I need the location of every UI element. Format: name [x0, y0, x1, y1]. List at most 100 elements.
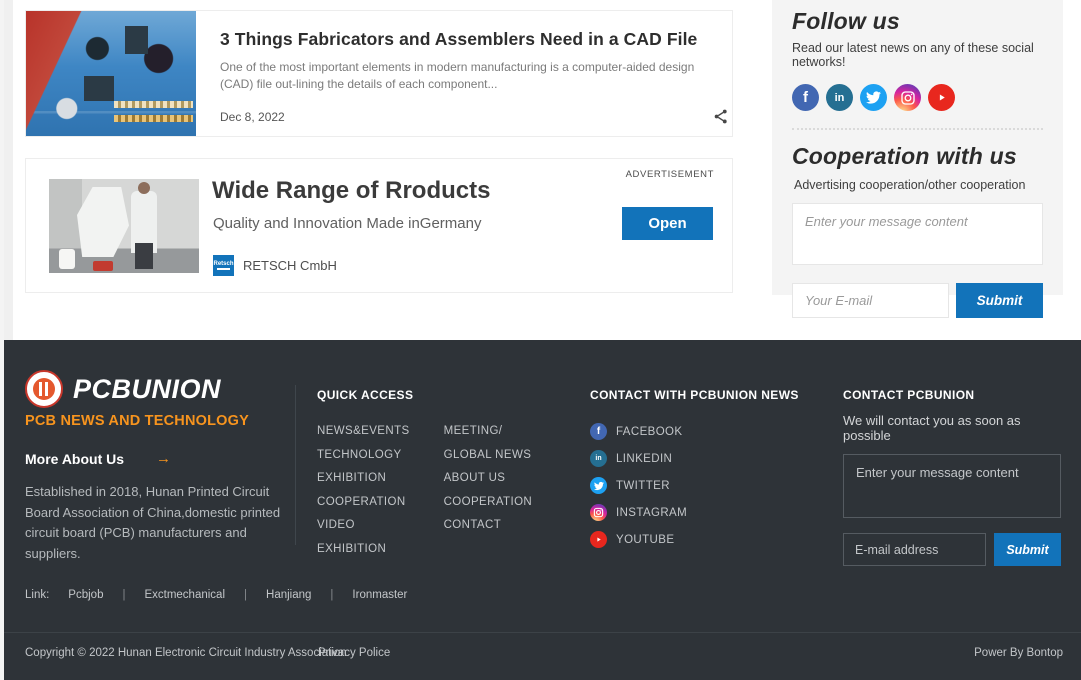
footer-social-instagram[interactable]: INSTAGRAM: [590, 504, 799, 521]
thumb-decoration: [135, 243, 153, 269]
article-card[interactable]: 3 Things Fabricators and Assemblers Need…: [25, 10, 733, 137]
cooperation-submit-button[interactable]: Submit: [956, 283, 1043, 318]
ad-advertiser-name: RETSCH CmbH: [243, 258, 337, 273]
cooperation-title: Cooperation with us: [792, 143, 1017, 169]
ad-thumbnail-image[interactable]: [49, 179, 199, 273]
pcbunion-logo-icon: [25, 370, 63, 408]
article-thumbnail-image[interactable]: [26, 11, 196, 136]
article-date: Dec 8, 2022: [220, 109, 285, 124]
footer-message-input[interactable]: [843, 454, 1061, 518]
linkedin-glyph: in: [834, 91, 845, 104]
dashed-divider: [792, 128, 1043, 130]
social-label: INSTAGRAM: [616, 506, 688, 519]
copyright-text: Copyright © 2022 Hunan Electronic Circui…: [25, 647, 347, 659]
facebook-icon: f: [590, 423, 607, 440]
more-about-us-link[interactable]: More About Us →: [25, 450, 287, 467]
retsch-logo-text: Retsch: [213, 260, 234, 267]
footer-link-contact[interactable]: CONTACT: [443, 519, 502, 531]
partner-link-ironmaster[interactable]: Ironmaster: [352, 589, 408, 601]
footer-link-technology[interactable]: TECHNOLOGY: [317, 448, 402, 461]
follow-us-subtitle: Read our latest news on any of these soc…: [792, 41, 1034, 69]
footer-vertical-divider: [295, 385, 296, 545]
footer-link-global-news[interactable]: GLOBAL NEWS: [443, 448, 532, 461]
right-sidebar-panel: Follow us Read our latest news on any of…: [772, 0, 1063, 318]
youtube-icon[interactable]: [928, 84, 955, 111]
footer-link-news-events[interactable]: NEWS&EVENTS: [317, 425, 410, 437]
share-icon[interactable]: [712, 108, 729, 125]
instagram-icon: [590, 504, 607, 521]
social-label: YOUTUBE: [616, 533, 675, 546]
page-left-edge: [0, 0, 4, 680]
contact-form-column: CONTACT PCBUNION We will contact you as …: [843, 388, 1063, 566]
thumb-decoration: [124, 26, 149, 54]
quick-access-list-2: MEETING/ GLOBAL NEWS ABOUT US COOPERATIO…: [444, 425, 533, 566]
article-title[interactable]: 3 Things Fabricators and Assemblers Need…: [220, 29, 698, 49]
links-label: Link:: [25, 589, 50, 601]
thumb-decoration: [93, 261, 113, 271]
cooperation-message-input[interactable]: [792, 203, 1043, 265]
footer-form-row: Submit: [843, 533, 1061, 566]
link-separator: |: [122, 589, 126, 601]
cooperation-subtitle: Advertising cooperation/other cooperatio…: [794, 178, 1026, 192]
follow-us-title: Follow us: [792, 8, 900, 34]
partner-link-pcbjob[interactable]: Pcbjob: [68, 589, 104, 601]
linkedin-icon: in: [590, 450, 607, 467]
footer-link-about-us[interactable]: ABOUT US: [443, 472, 506, 484]
partner-link-hanjiang[interactable]: Hanjiang: [266, 589, 312, 601]
instagram-icon[interactable]: [894, 84, 921, 111]
ad-open-button[interactable]: Open: [622, 207, 713, 240]
footer-link-video[interactable]: VIDEO: [317, 519, 355, 531]
partner-link-exctmechanical[interactable]: Exctmechanical: [144, 589, 226, 601]
footer-social-twitter[interactable]: TWITTER: [590, 477, 799, 494]
contact-pcbunion-title: CONTACT PCBUNION: [843, 388, 975, 402]
linkedin-icon[interactable]: in: [826, 84, 853, 111]
cooperation-email-input[interactable]: [792, 283, 949, 318]
advertisement-label: ADVERTISEMENT: [625, 169, 714, 180]
footer-link-exhibition[interactable]: EXHIBITION: [317, 472, 387, 484]
footer-social-linkedin[interactable]: in LINKEDIN: [590, 450, 799, 467]
footer-email-input[interactable]: [843, 533, 986, 566]
powered-by-text: Power By Bontop: [974, 647, 1063, 659]
footer: PCBUNION PCB NEWS AND TECHNOLOGY More Ab…: [0, 340, 1081, 680]
social-icons-row: f in: [792, 84, 1043, 111]
article-content: 3 Things Fabricators and Assemblers Need…: [196, 11, 749, 136]
partner-links-row: Link: Pcbjob | Exctmechanical | Hanjiang…: [25, 589, 407, 601]
footer-submit-button[interactable]: Submit: [994, 533, 1061, 566]
twitter-icon: [590, 477, 607, 494]
footer-link-exhibition-2[interactable]: EXHIBITION: [317, 542, 387, 555]
article-excerpt: One of the most important elements in mo…: [220, 60, 695, 92]
footer-link-cooperation-2[interactable]: COOPERATION: [443, 495, 533, 508]
ad-brand-row: Retsch RETSCH CmbH: [213, 255, 337, 276]
footer-link-meeting[interactable]: MEETING/: [443, 425, 503, 437]
arrow-right-icon: →: [156, 450, 172, 467]
advertisement-card: ADVERTISEMENT Wide Range of Rroducts Qua…: [25, 158, 733, 293]
brand-tagline: PCB NEWS AND TECHNOLOGY: [25, 413, 249, 429]
ad-title[interactable]: Wide Range of Rroducts: [212, 177, 491, 204]
ad-subtitle: Quality and Innovation Made inGermany: [213, 215, 482, 232]
thumb-decoration: [59, 249, 75, 269]
link-separator: |: [330, 589, 334, 601]
facebook-icon[interactable]: f: [792, 84, 819, 111]
twitter-icon[interactable]: [860, 84, 887, 111]
footer-social-youtube[interactable]: YOUTUBE: [590, 531, 799, 548]
footer-link-cooperation[interactable]: COOPERATION: [317, 495, 406, 508]
thumb-decoration: [83, 76, 115, 101]
contact-pcbunion-subtitle: We will contact you as soon as possible: [843, 413, 1021, 443]
quick-access-title: QUICK ACCESS: [317, 388, 414, 402]
thumb-decoration: [131, 182, 157, 253]
quick-access-list-1: NEWS&EVENTS TECHNOLOGY EXHIBITION COOPER…: [317, 425, 410, 566]
brand-name: PCBUNION: [73, 373, 222, 404]
more-about-us-label: More About Us: [25, 450, 125, 467]
brand-logo-row[interactable]: PCBUNION: [25, 370, 287, 408]
footer-brand-column: PCBUNION PCB NEWS AND TECHNOLOGY More Ab…: [25, 370, 287, 564]
thumb-decoration: [77, 187, 129, 257]
article-meta-row: Dec 8, 2022: [220, 108, 729, 125]
facebook-glyph: f: [803, 89, 808, 106]
youtube-icon: [590, 531, 607, 548]
social-label: FACEBOOK: [616, 425, 683, 438]
footer-bottom-divider: [0, 632, 1081, 633]
brand-description: Established in 2018, Hunan Printed Circu…: [25, 484, 281, 561]
footer-social-facebook[interactable]: f FACEBOOK: [590, 423, 799, 440]
privacy-policy-link[interactable]: Privacy Police: [318, 647, 391, 659]
